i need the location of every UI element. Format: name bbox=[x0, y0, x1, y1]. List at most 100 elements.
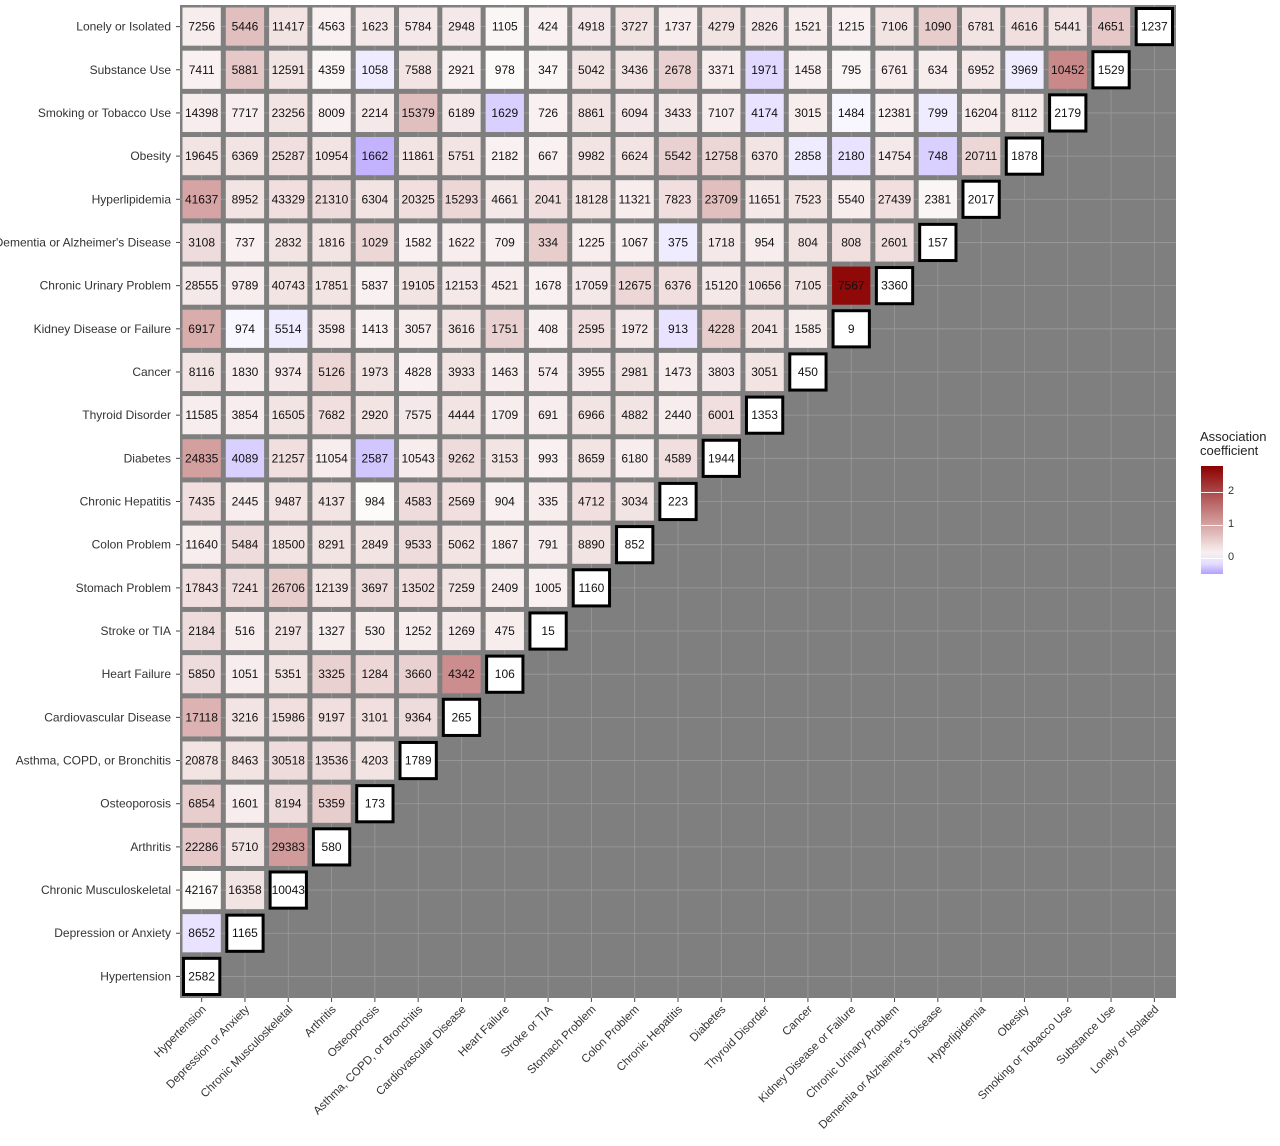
heatmap-cell: 974 bbox=[225, 309, 265, 348]
cell-value-label: 795 bbox=[841, 63, 861, 77]
heatmap-cell: 1413 bbox=[355, 309, 395, 348]
diagonal-cell-rect bbox=[744, 395, 785, 435]
cell-value-label: 3433 bbox=[665, 106, 692, 120]
cell-rect bbox=[788, 50, 828, 89]
heatmap-cell: 1830 bbox=[225, 352, 265, 392]
cell-rect bbox=[182, 223, 221, 262]
cell-value-label: 3325 bbox=[318, 667, 345, 681]
heatmap-cell: 11861 bbox=[399, 137, 438, 176]
heatmap-svg: 2582 8652 42167 22286 6854 20878 17118 5850 2184… bbox=[0, 5, 1176, 1132]
cell-rect bbox=[399, 698, 438, 737]
cell-value-label: 29383 bbox=[272, 840, 306, 854]
heatmap-cell: 1718 bbox=[702, 223, 741, 262]
cell-value-label: 40743 bbox=[272, 279, 306, 293]
cell-value-label: 18500 bbox=[272, 538, 306, 552]
heatmap-cell: 17851 bbox=[312, 266, 351, 305]
heatmap-cell: 15379 bbox=[399, 93, 438, 133]
cell-rect bbox=[485, 7, 524, 46]
heatmap-cell: 5837 bbox=[355, 266, 395, 305]
cell-value-label: 1484 bbox=[838, 106, 865, 120]
heatmap-cell: 7107 bbox=[702, 93, 741, 133]
cell-rect bbox=[528, 482, 568, 521]
heatmap-cell: 4174 bbox=[745, 93, 784, 133]
cell-value-label: 1878 bbox=[1011, 149, 1038, 163]
cell-rect bbox=[528, 7, 568, 46]
y-tick-label: Arthritis bbox=[130, 840, 171, 854]
cell-rect bbox=[572, 7, 611, 46]
cell-rect bbox=[528, 439, 568, 478]
cell-rect bbox=[702, 93, 741, 133]
cell-rect bbox=[225, 223, 265, 262]
cell-value-label: 3360 bbox=[881, 279, 908, 293]
heatmap-cell: 7682 bbox=[312, 396, 351, 435]
cell-rect bbox=[832, 50, 871, 89]
cell-rect bbox=[225, 870, 265, 910]
y-tick-label: Obesity bbox=[130, 149, 171, 163]
heatmap-cell: 12139 bbox=[312, 568, 351, 607]
cell-value-label: 19645 bbox=[185, 149, 219, 163]
cell-value-label: 6370 bbox=[751, 149, 778, 163]
cell-value-label: 1972 bbox=[621, 322, 648, 336]
cell-value-label: 8659 bbox=[578, 451, 605, 465]
cell-rect bbox=[485, 309, 524, 348]
cell-rect bbox=[355, 137, 395, 176]
heatmap-cell: 4918 bbox=[572, 7, 611, 46]
y-tick-label: Colon Problem bbox=[92, 538, 171, 552]
cell-rect bbox=[658, 309, 698, 348]
heatmap-cell: 984 bbox=[355, 482, 395, 521]
cell-value-label: 791 bbox=[538, 538, 558, 552]
heatmap-cell: 2197 bbox=[269, 611, 308, 651]
heatmap-cell: 6189 bbox=[442, 93, 481, 133]
heatmap-cell: 804 bbox=[788, 223, 828, 262]
cell-rect bbox=[399, 568, 438, 607]
cell-rect bbox=[312, 137, 351, 176]
cell-rect bbox=[312, 741, 351, 780]
heatmap-cell: 8009 bbox=[312, 93, 351, 133]
cell-value-label: 10452 bbox=[1051, 63, 1085, 77]
cell-value-label: 15 bbox=[541, 624, 555, 638]
heatmap-cell: 5784 bbox=[399, 7, 438, 46]
cell-rect bbox=[182, 655, 221, 694]
heatmap-cell: 2832 bbox=[269, 223, 308, 262]
cell-value-label: 978 bbox=[495, 63, 515, 77]
cell-value-label: 28555 bbox=[185, 279, 219, 293]
cell-value-label: 2981 bbox=[621, 365, 648, 379]
cell-value-label: 7411 bbox=[189, 63, 215, 77]
cell-rect bbox=[182, 914, 221, 953]
heatmap-cell: 6781 bbox=[961, 7, 1001, 46]
cell-value-label: 16204 bbox=[964, 106, 998, 120]
heatmap-cell: 1029 bbox=[355, 223, 395, 262]
cell-value-label: 6966 bbox=[578, 408, 605, 422]
cell-value-label: 408 bbox=[538, 322, 558, 336]
cell-rect bbox=[745, 137, 784, 176]
cell-rect bbox=[702, 266, 741, 305]
cell-value-label: 667 bbox=[538, 149, 558, 163]
cell-value-label: 5850 bbox=[188, 667, 215, 681]
heatmap-cell: 904 bbox=[485, 482, 524, 521]
heatmap-cell: 3598 bbox=[312, 309, 351, 348]
cell-rect bbox=[702, 309, 741, 348]
cell-rect bbox=[225, 396, 265, 435]
cell-rect bbox=[788, 7, 828, 46]
cell-rect bbox=[485, 180, 524, 219]
cell-value-label: 2832 bbox=[275, 235, 302, 249]
heatmap-cell: 2582 bbox=[182, 956, 222, 997]
cell-rect bbox=[312, 7, 351, 46]
cell-rect bbox=[399, 655, 438, 694]
cell-value-label: 30518 bbox=[272, 754, 306, 768]
heatmap-cell: 9374 bbox=[269, 352, 308, 392]
cell-value-label: 3933 bbox=[448, 365, 475, 379]
cell-rect bbox=[528, 568, 568, 607]
heatmap-cell: 7717 bbox=[225, 93, 265, 133]
cell-rect bbox=[269, 827, 308, 866]
heatmap-cell: 6304 bbox=[355, 180, 395, 219]
cell-value-label: 3371 bbox=[708, 63, 735, 77]
cell-value-label: 4342 bbox=[448, 667, 475, 681]
heatmap-cell: 11321 bbox=[615, 180, 654, 219]
heatmap-cell: 4521 bbox=[485, 266, 524, 305]
cell-rect bbox=[615, 266, 654, 305]
cell-value-label: 5540 bbox=[838, 192, 865, 206]
cell-value-label: 8194 bbox=[275, 797, 302, 811]
heatmap-cell: 1473 bbox=[658, 352, 698, 392]
cell-value-label: 7523 bbox=[795, 192, 822, 206]
